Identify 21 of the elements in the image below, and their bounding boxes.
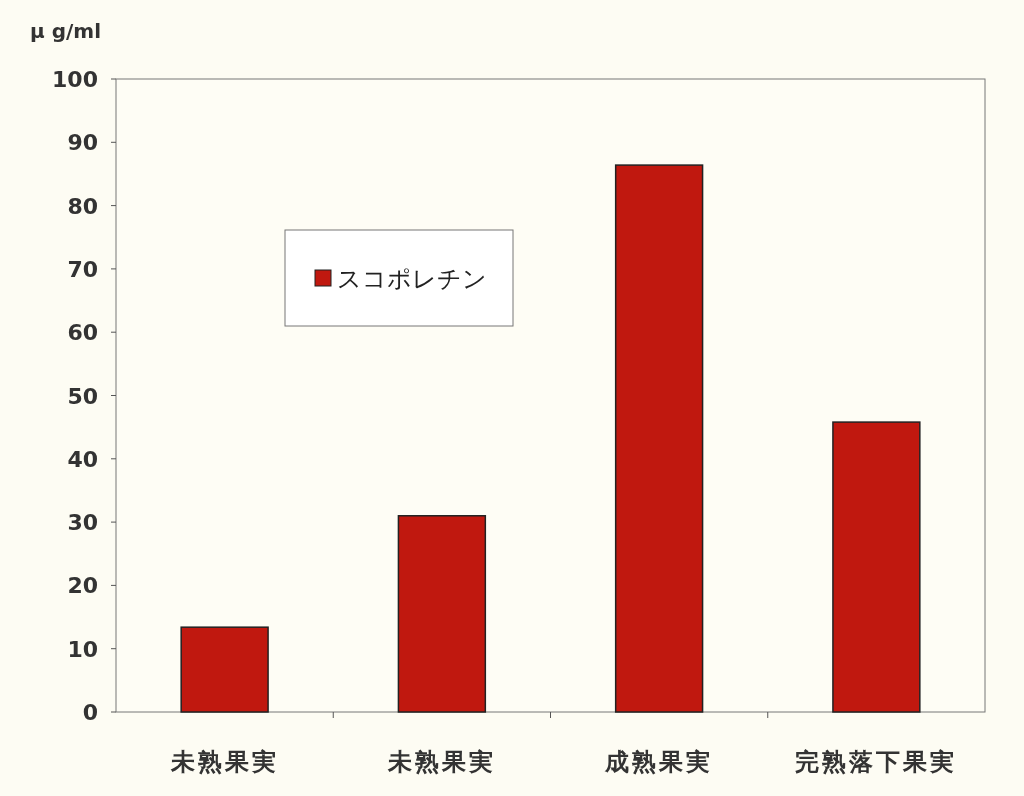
y-tick-label: 90 — [67, 130, 98, 156]
legend-label: スコポレチン — [337, 265, 487, 293]
y-tick-label: 60 — [67, 320, 98, 346]
y-tick-label: 80 — [67, 193, 98, 219]
bar — [397, 515, 487, 713]
bar — [832, 421, 921, 713]
x-tick-label: 完熟落下果実 — [795, 748, 958, 776]
y-tick-label: 0 — [82, 700, 98, 725]
x-tick-label: 未熟果実 — [386, 748, 496, 776]
y-tick-label: 40 — [67, 446, 98, 472]
bar — [180, 626, 269, 713]
y-tick-label: 10 — [67, 636, 98, 662]
x-tick-label: 未熟果実 — [169, 748, 279, 776]
x-tick-label: 成熟果実 — [604, 748, 714, 776]
y-tick-label: 30 — [67, 510, 98, 536]
y-tick-label: 70 — [67, 256, 98, 282]
y-tick-label: 20 — [67, 573, 98, 599]
y-tick-label: 50 — [67, 383, 98, 409]
y-tick-label: 100 — [52, 67, 98, 92]
y-axis-title: μ g/ml — [30, 19, 101, 43]
bar — [614, 164, 704, 713]
